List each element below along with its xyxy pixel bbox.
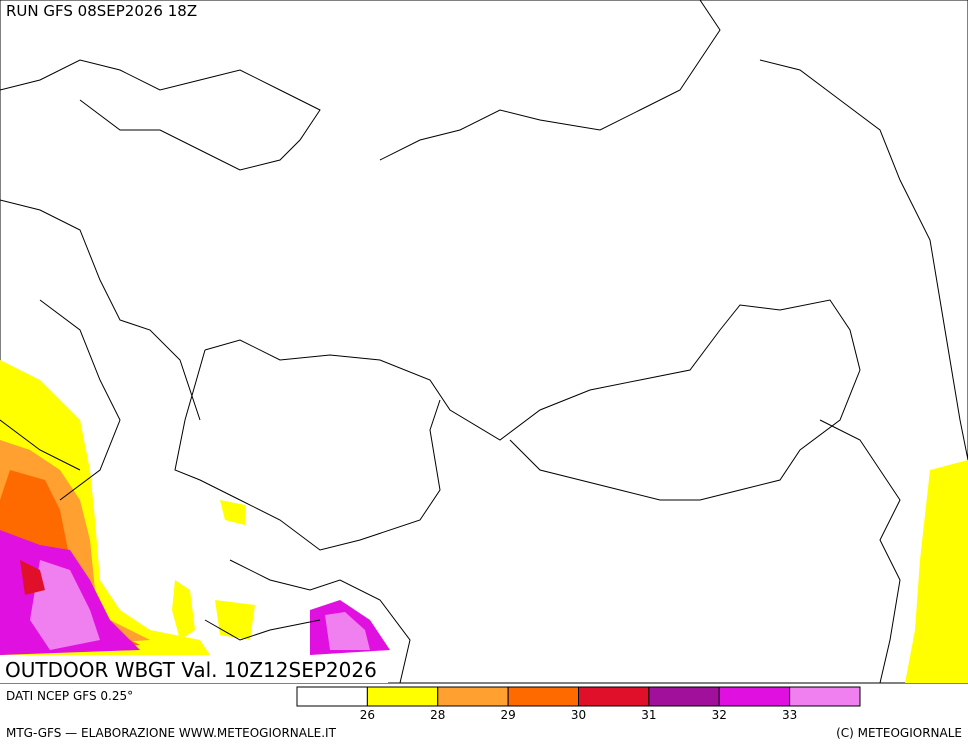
coastline xyxy=(379,0,721,161)
legend-tick-label: 31 xyxy=(641,708,656,722)
coastline xyxy=(759,59,968,461)
run-label: RUN GFS 08SEP2026 18Z xyxy=(6,2,197,20)
map-frame xyxy=(0,0,968,684)
legend-swatch xyxy=(366,686,439,707)
coastline xyxy=(0,59,321,171)
legend-tick-label: 33 xyxy=(782,708,797,722)
field xyxy=(220,500,245,525)
border xyxy=(819,419,901,684)
legend-tick-label: 29 xyxy=(500,708,515,722)
legend-tick-label: 26 xyxy=(360,708,375,722)
legend-swatch xyxy=(507,686,579,707)
legend-swatch xyxy=(296,686,368,707)
legend-swatch xyxy=(789,686,861,707)
map-title: OUTDOOR WBGT Val. 10Z12SEP2026 xyxy=(5,658,377,682)
map: RUN GFS 08SEP2026 18Z OUTDOOR WBGT Val. … xyxy=(0,0,968,684)
field xyxy=(20,560,45,595)
legend-swatch xyxy=(578,686,650,707)
field xyxy=(325,612,370,650)
field xyxy=(30,560,100,650)
legend-swatch xyxy=(648,686,720,707)
field xyxy=(215,600,255,640)
legend-tick-label: 32 xyxy=(712,708,727,722)
border xyxy=(204,299,861,501)
legend-swatch xyxy=(718,686,791,707)
source: DATI NCEP GFS 0.25° xyxy=(6,689,133,703)
field xyxy=(905,460,968,683)
legend-tick-label: 30 xyxy=(571,708,586,722)
border xyxy=(0,199,411,684)
legend: 26 28 29 30 31 32 33 xyxy=(296,686,861,722)
legend-tick-label: 28 xyxy=(430,708,445,722)
copyright: (C) METEOGIORNALE xyxy=(836,726,962,740)
border xyxy=(174,349,441,551)
legend-swatch xyxy=(437,686,509,707)
credit: MTG-GFS — ELABORAZIONE WWW.METEOGIORNALE… xyxy=(6,726,337,740)
field xyxy=(172,580,195,640)
title-box xyxy=(0,655,388,683)
